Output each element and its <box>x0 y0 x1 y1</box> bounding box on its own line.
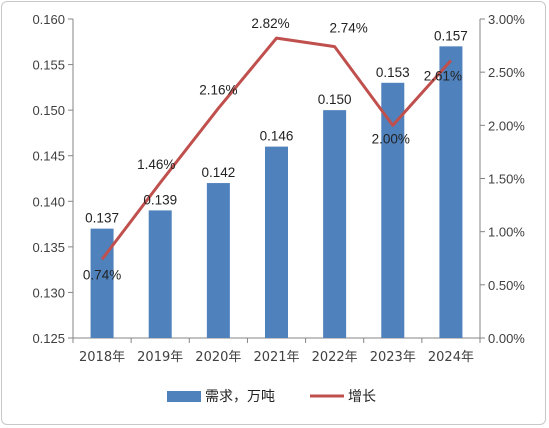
x-tick-label: 2018年 <box>79 350 125 365</box>
y-left-tick-label: 0.145 <box>32 149 65 164</box>
y-left-tick-label: 0.155 <box>32 58 65 73</box>
y-right-tick-label: 0.50% <box>488 278 525 293</box>
y-left-tick-label: 0.130 <box>32 285 65 300</box>
bar <box>148 210 172 338</box>
growth-value-label: 1.46% <box>137 157 175 172</box>
y-right-tick-label: 3.00% <box>488 12 525 27</box>
x-tick-label: 2024年 <box>428 350 474 365</box>
growth-value-label: 2.82% <box>251 16 289 31</box>
legend-label-bar: 需求，万吨 <box>205 389 275 405</box>
bar-value-label: 0.157 <box>434 28 468 43</box>
x-tick-label: 2021年 <box>253 350 299 365</box>
x-tick-label: 2020年 <box>195 350 241 365</box>
y-right-tick-label: 0.00% <box>488 331 525 346</box>
bar <box>265 146 288 338</box>
y-left-tick-label: 0.160 <box>32 12 65 27</box>
y-left-tick-label: 0.140 <box>32 194 65 209</box>
y-left-tick-label: 0.150 <box>32 103 65 118</box>
bar-value-label: 0.146 <box>260 129 294 144</box>
bar-value-label: 0.142 <box>201 165 235 180</box>
bar-value-label: 0.153 <box>376 65 410 80</box>
bar <box>381 82 405 338</box>
x-tick-label: 2022年 <box>312 350 358 365</box>
y-left-tick-label: 0.135 <box>32 240 65 255</box>
y-left-tick-label: 0.125 <box>32 331 65 346</box>
bar-series <box>90 46 463 339</box>
growth-value-label: 2.74% <box>330 21 368 36</box>
line-series <box>100 36 453 261</box>
x-tick-label: 2019年 <box>137 350 183 365</box>
growth-value-label: 2.00% <box>372 131 410 146</box>
y-right-tick-label: 1.50% <box>488 172 525 187</box>
growth-value-label: 2.16% <box>199 82 237 97</box>
x-tick-label: 2023年 <box>370 350 416 365</box>
bar-value-label: 0.137 <box>85 211 119 226</box>
bar <box>439 46 463 338</box>
bar-value-label: 0.139 <box>143 192 177 207</box>
bar <box>90 228 114 338</box>
growth-value-label: 2.61% <box>424 68 462 83</box>
y-right-tick-label: 1.00% <box>488 225 525 240</box>
legend-swatch-bar <box>167 391 201 402</box>
y-right-tick-label: 2.50% <box>488 65 525 80</box>
growth-value-label: 0.74% <box>83 267 121 282</box>
bar <box>323 110 347 339</box>
bar <box>206 183 230 338</box>
legend: 需求，万吨 增长 <box>167 389 376 405</box>
y-right-tick-label: 2.00% <box>488 118 525 133</box>
growth-line <box>100 36 453 261</box>
axes: 0.125 0.130 0.135 0.140 0.145 0.150 0.155 0.160… <box>32 12 525 365</box>
data-labels: 0.137 0.139 0.142 0.146 0.150 0.153 0.157 0.74%… <box>83 16 468 282</box>
legend-label-line: 增长 <box>348 389 376 405</box>
bar-value-label: 0.150 <box>318 92 352 107</box>
